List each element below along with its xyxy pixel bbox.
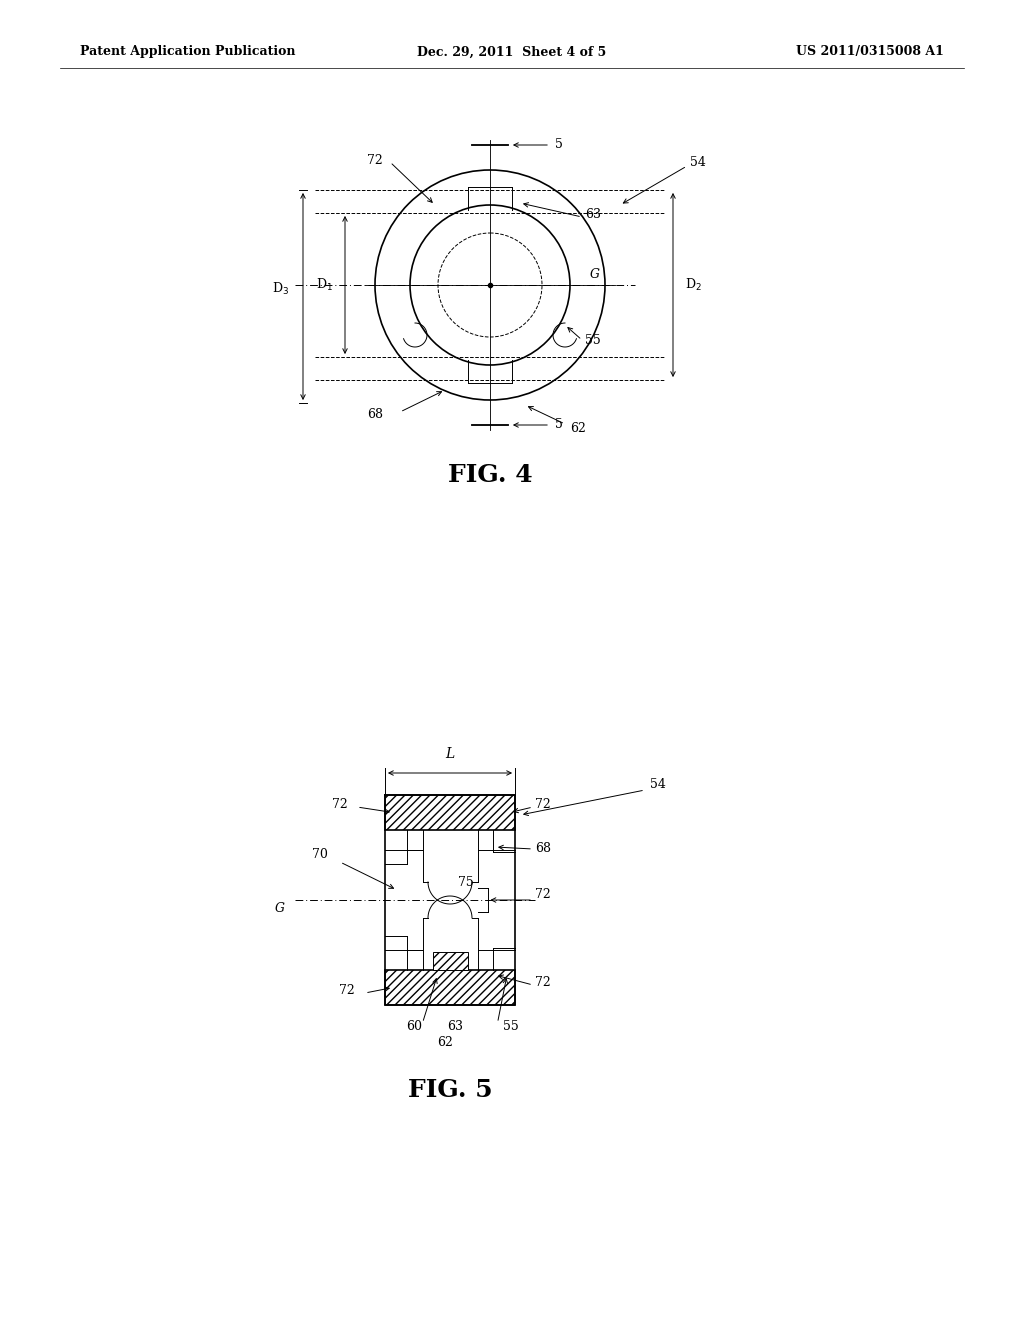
Text: 55: 55 bbox=[503, 1020, 518, 1034]
Text: 72: 72 bbox=[332, 799, 348, 812]
Text: Dec. 29, 2011  Sheet 4 of 5: Dec. 29, 2011 Sheet 4 of 5 bbox=[418, 45, 606, 58]
Text: 63: 63 bbox=[447, 1020, 463, 1034]
Bar bbox=[385, 970, 515, 1005]
Text: FIG. 5: FIG. 5 bbox=[408, 1078, 493, 1102]
Text: FIG. 4: FIG. 4 bbox=[447, 463, 532, 487]
Text: 68: 68 bbox=[535, 842, 551, 855]
Text: 62: 62 bbox=[437, 1036, 453, 1049]
Text: 75: 75 bbox=[458, 876, 474, 890]
Text: 62: 62 bbox=[570, 421, 586, 434]
Text: 72: 72 bbox=[535, 977, 551, 990]
Text: 72: 72 bbox=[339, 983, 355, 997]
Text: D$_1$: D$_1$ bbox=[316, 277, 333, 293]
Text: 60: 60 bbox=[407, 1020, 423, 1034]
Text: G: G bbox=[275, 902, 285, 915]
Bar bbox=[432, 952, 468, 970]
Text: D$_3$: D$_3$ bbox=[272, 281, 289, 297]
Text: 63: 63 bbox=[585, 209, 601, 222]
Text: 55: 55 bbox=[585, 334, 601, 346]
Text: L: L bbox=[445, 747, 455, 762]
Text: 54: 54 bbox=[650, 779, 666, 792]
Text: 5: 5 bbox=[555, 139, 563, 152]
Text: 68: 68 bbox=[367, 408, 383, 421]
Text: Patent Application Publication: Patent Application Publication bbox=[80, 45, 296, 58]
Text: 70: 70 bbox=[312, 849, 328, 862]
Text: 54: 54 bbox=[690, 156, 706, 169]
Text: G: G bbox=[590, 268, 600, 281]
Text: US 2011/0315008 A1: US 2011/0315008 A1 bbox=[796, 45, 944, 58]
Text: 72: 72 bbox=[535, 799, 551, 812]
Text: 72: 72 bbox=[368, 153, 383, 166]
Text: D$_2$: D$_2$ bbox=[685, 277, 701, 293]
Bar bbox=[385, 795, 515, 830]
Text: 5: 5 bbox=[555, 418, 563, 432]
Text: 72: 72 bbox=[535, 888, 551, 902]
